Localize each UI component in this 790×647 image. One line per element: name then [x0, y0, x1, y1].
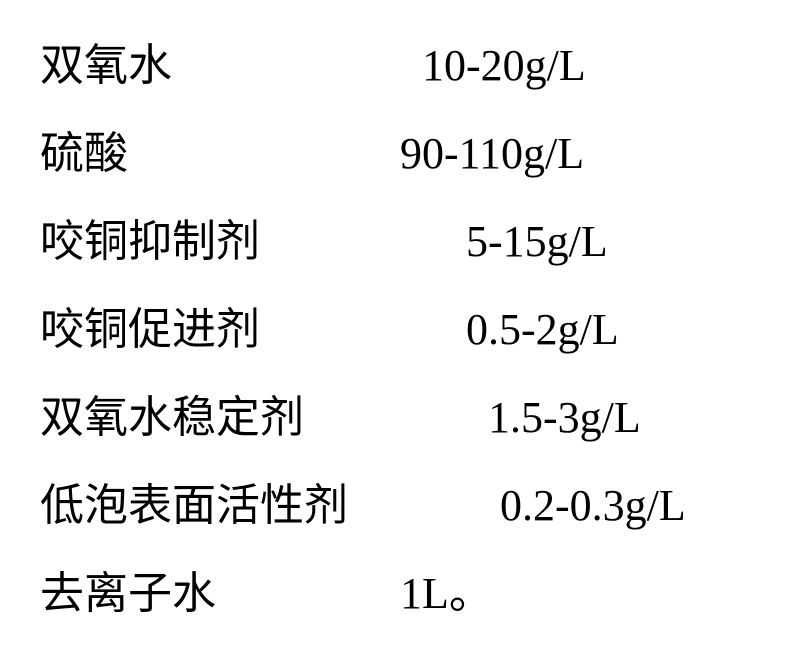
ingredient-label: 双氧水稳定剂	[40, 374, 400, 462]
table-row: 低泡表面活性剂 0.2-0.3g/L	[40, 462, 790, 550]
ingredient-label: 去离子水	[40, 550, 400, 638]
table-row: 咬铜抑制剂 5-15g/L	[40, 198, 790, 286]
ingredient-label: 低泡表面活性剂	[40, 462, 400, 550]
composition-list: 双氧水 10-20g/L 硫酸 90-110g/L 咬铜抑制剂 5-15g/L …	[0, 0, 790, 647]
ingredient-value: 1.5-3g/L	[400, 374, 790, 462]
ingredient-value: 0.5-2g/L	[400, 286, 790, 374]
table-row: 咬铜促进剂 0.5-2g/L	[40, 286, 790, 374]
ingredient-value: 90-110g/L	[400, 110, 790, 198]
table-row: 双氧水稳定剂 1.5-3g/L	[40, 374, 790, 462]
ingredient-value: 1L。	[400, 550, 790, 638]
ingredient-value: 0.2-0.3g/L	[400, 462, 790, 550]
ingredient-label: 硫酸	[40, 110, 400, 198]
table-row: 去离子水 1L。	[40, 550, 790, 638]
ingredient-value: 5-15g/L	[400, 198, 790, 286]
table-row: 双氧水 10-20g/L	[40, 22, 790, 110]
ingredient-label: 咬铜促进剂	[40, 286, 400, 374]
ingredient-label: 咬铜抑制剂	[40, 198, 400, 286]
ingredient-label: 双氧水	[40, 22, 400, 110]
table-row: 硫酸 90-110g/L	[40, 110, 790, 198]
ingredient-value: 10-20g/L	[400, 22, 790, 110]
